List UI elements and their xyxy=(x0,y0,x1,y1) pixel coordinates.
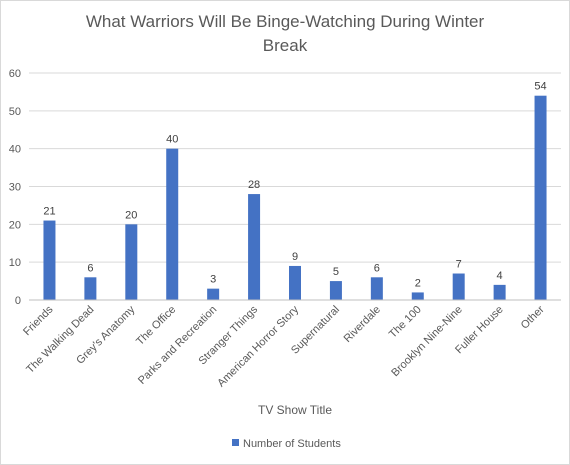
legend-label: Number of Students xyxy=(243,438,341,450)
bar-3 xyxy=(166,148,179,300)
legend-swatch xyxy=(232,439,239,446)
y-tick-label-60: 60 xyxy=(9,68,21,80)
x-tick-label-0: Friends xyxy=(21,303,56,338)
data-label-2: 20 xyxy=(125,209,137,221)
bar-6 xyxy=(289,265,301,300)
bar-7 xyxy=(329,281,342,300)
bar-11 xyxy=(493,284,506,300)
data-label-11: 4 xyxy=(497,270,503,282)
y-tick-label-10: 10 xyxy=(9,257,21,269)
x-tick-label-4: Parks and Recreation xyxy=(136,304,219,387)
data-label-3: 40 xyxy=(166,134,178,146)
chart-title-line-1: What Warriors Will Be Binge-Watching Dur… xyxy=(86,12,485,31)
x-tick-label-9: The 100 xyxy=(387,304,424,341)
data-label-10: 7 xyxy=(456,259,462,271)
bar-4 xyxy=(207,288,220,300)
data-label-5: 28 xyxy=(248,179,260,191)
data-label-1: 6 xyxy=(87,262,93,274)
x-tick-label-10: Brooklyn Nine-Nine xyxy=(389,304,464,379)
bar-12 xyxy=(534,95,547,300)
y-tick-label-50: 50 xyxy=(9,106,21,118)
x-tick-label-3: The Office xyxy=(134,304,178,348)
bar-8 xyxy=(370,277,383,300)
bar-0 xyxy=(43,220,56,300)
chart-title-line-2: Break xyxy=(263,36,308,55)
y-tick-label-0: 0 xyxy=(15,295,21,307)
data-label-12: 54 xyxy=(534,81,546,93)
bar-9 xyxy=(411,292,424,300)
data-label-9: 2 xyxy=(415,277,421,289)
bar-5 xyxy=(248,194,261,300)
data-label-4: 3 xyxy=(210,274,216,286)
x-tick-label-12: Other xyxy=(519,303,547,331)
data-label-0: 21 xyxy=(43,206,55,218)
x-tick-label-8: Riverdale xyxy=(342,304,383,345)
data-label-6: 9 xyxy=(292,251,298,263)
y-tick-label-20: 20 xyxy=(9,219,21,231)
y-tick-label-40: 40 xyxy=(9,144,21,156)
bar-10 xyxy=(452,273,465,300)
y-tick-label-30: 30 xyxy=(9,182,21,194)
bar-2 xyxy=(125,224,138,300)
bar-1 xyxy=(84,277,97,300)
data-label-8: 6 xyxy=(374,262,380,274)
data-label-7: 5 xyxy=(333,266,339,278)
x-tick-label-6: American Horror Story xyxy=(215,303,301,389)
x-axis-title: TV Show Title xyxy=(258,403,332,417)
